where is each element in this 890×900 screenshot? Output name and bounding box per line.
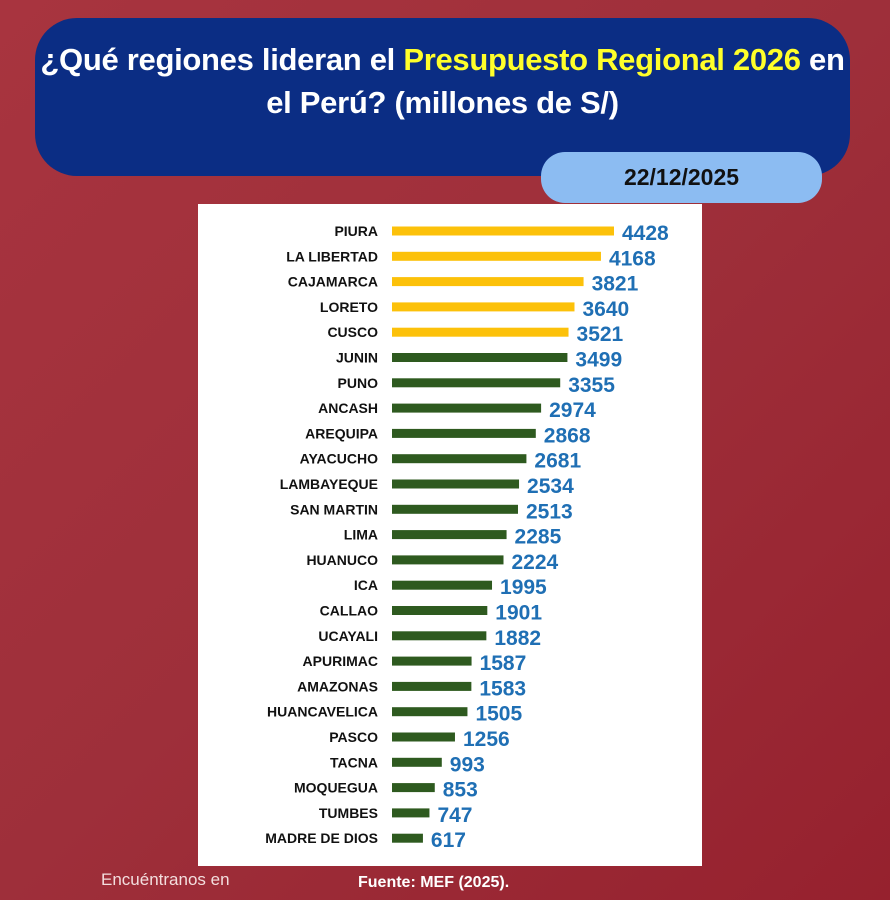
bar [392,707,468,717]
title-banner [35,18,850,176]
value-label: 853 [443,779,478,802]
value-label: 1256 [463,728,510,751]
category-label: HUANUCO [306,552,378,568]
bar [392,302,575,312]
category-label: UCAYALI [318,628,378,644]
value-label: 4428 [622,222,669,245]
category-label: AMAZONAS [297,678,378,694]
bar [392,277,584,287]
category-label: TUMBES [319,805,378,821]
category-label: AREQUIPA [305,425,378,441]
bar [392,454,527,464]
value-label: 3821 [592,273,639,296]
bar [392,378,561,388]
category-label: ICA [354,577,378,593]
category-label: PUNO [338,375,379,391]
bar [392,226,614,236]
value-label: 2681 [534,450,581,473]
date-badge: 22/12/2025 [541,152,822,203]
value-label: 1587 [480,652,527,675]
category-label: ANCASH [318,400,378,416]
category-label: PASCO [329,729,378,745]
bar [392,783,435,793]
value-label: 993 [450,753,485,776]
bar [392,833,423,843]
find-us-text: Encuéntranos en [101,870,230,889]
value-label: 4168 [609,247,656,270]
value-label: 2285 [515,526,562,549]
category-label: HUANCAVELICA [267,704,378,720]
bar [392,631,487,641]
category-label: JUNIN [336,350,378,366]
bar [392,251,601,261]
value-label: 3640 [582,298,629,321]
category-label: CALLAO [320,603,378,619]
value-label: 2868 [544,424,591,447]
chart-title: ¿Qué regiones lideran el Presupuesto Reg… [40,42,845,120]
bar [392,403,542,413]
bar [392,606,488,615]
bar [392,757,442,767]
value-label: 1901 [495,602,542,625]
bar [392,732,455,742]
category-label: LIMA [344,527,378,543]
category-label: LORETO [320,299,378,315]
category-label: PIURA [334,223,378,239]
category-label: SAN MARTIN [290,501,378,517]
value-label: 1583 [479,677,526,700]
bar [392,479,520,489]
category-label: APURIMAC [303,653,378,669]
value-label: 3521 [577,323,624,346]
value-label: 2224 [512,551,559,574]
bar [392,353,568,362]
value-label: 2974 [549,399,596,422]
value-label: 747 [437,804,472,827]
value-label: 1505 [475,703,522,726]
value-label: 1995 [500,576,547,599]
category-label: LAMBAYEQUE [280,476,378,492]
category-label: CUSCO [327,324,378,340]
category-label: CAJAMARCA [288,274,378,290]
bar [392,580,493,590]
value-label: 2534 [527,475,574,498]
bar [392,656,472,666]
source-note: Fuente: MEF (2025). [358,874,510,891]
bar [392,681,472,691]
value-label: 1882 [494,627,541,650]
value-label: 617 [431,829,466,852]
bar [392,530,507,540]
value-label: 3499 [575,349,622,372]
value-label: 2513 [526,500,573,523]
bar [392,428,536,438]
category-label: MADRE DE DIOS [265,830,378,846]
bar [392,327,569,337]
category-label: LA LIBERTAD [286,248,378,264]
category-label: MOQUEGUA [294,780,378,796]
bar [392,555,504,565]
bar [392,504,518,514]
category-label: AYACUCHO [300,451,378,467]
category-label: TACNA [330,754,378,770]
value-label: 3355 [568,374,615,397]
bar [392,808,430,818]
